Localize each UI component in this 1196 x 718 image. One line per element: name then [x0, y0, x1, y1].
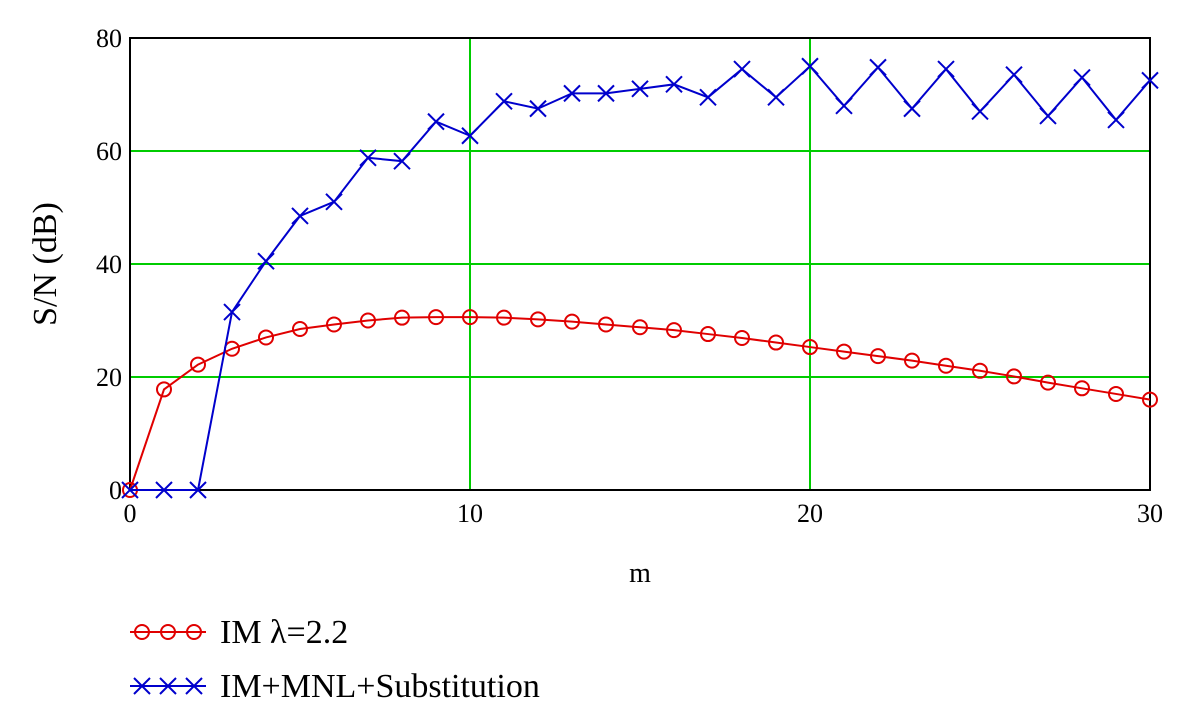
- data-point: [631, 80, 649, 98]
- data-point: [597, 84, 615, 103]
- tick-labels: 0 10 20 30 0 20 40 60 80: [96, 24, 1163, 528]
- data-point: [734, 330, 750, 347]
- data-point: [495, 92, 513, 110]
- data-point: [564, 313, 580, 330]
- legend-marker: [133, 677, 151, 695]
- data-point: [1006, 368, 1022, 385]
- data-point: [938, 357, 954, 374]
- data-point: [937, 60, 955, 78]
- x-axis-label: m: [629, 558, 651, 589]
- legend-marker: [159, 677, 177, 695]
- data-point: [700, 326, 716, 343]
- data-point: [258, 329, 274, 346]
- data-point: [462, 309, 478, 326]
- data-point: [529, 99, 547, 118]
- x-tick-label: 30: [1137, 499, 1163, 528]
- y-tick-label: 60: [96, 137, 122, 166]
- data-point: [360, 312, 376, 329]
- data-point: [665, 75, 683, 94]
- data-point: [428, 309, 444, 326]
- legend-item-1: IM+MNL+Substitution: [130, 668, 540, 705]
- data-point: [427, 112, 445, 131]
- data-point: [563, 84, 581, 103]
- series-1: [121, 57, 1159, 499]
- data-point: [836, 343, 852, 360]
- legend-marker: [134, 624, 150, 640]
- data-point: [733, 60, 751, 78]
- grid-lines: [130, 38, 1150, 490]
- data-point: [155, 481, 173, 499]
- x-tick-label: 0: [124, 499, 137, 528]
- data-point: [870, 348, 886, 365]
- data-point: [1142, 391, 1158, 408]
- data-point: [530, 311, 546, 328]
- data-point: [461, 127, 479, 145]
- y-tick-label: 80: [96, 24, 122, 53]
- legend-label: IM+MNL+Substitution: [220, 668, 540, 705]
- data-point: [835, 97, 853, 115]
- data-point: [632, 319, 648, 336]
- data-point: [156, 381, 172, 398]
- data-point: [1039, 107, 1057, 125]
- data-point: [972, 362, 988, 379]
- data-point: [359, 149, 377, 167]
- data-point: [223, 303, 241, 321]
- data-point: [1107, 111, 1125, 129]
- series-layer: [121, 57, 1159, 499]
- series-line-1: [130, 64, 1151, 491]
- data-point: [801, 57, 819, 75]
- legend-marker: [160, 624, 176, 640]
- legend-marker: [186, 624, 202, 640]
- data-point: [767, 88, 785, 107]
- data-point: [292, 320, 308, 337]
- series-0: [122, 309, 1158, 498]
- data-point: [1074, 380, 1090, 397]
- y-tick-label: 0: [109, 476, 122, 505]
- data-point: [869, 58, 887, 77]
- y-axis-label: S/N (dB): [27, 202, 64, 326]
- data-point: [394, 309, 410, 326]
- data-point: [326, 316, 342, 333]
- y-tick-label: 40: [96, 250, 122, 279]
- data-point: [1073, 68, 1091, 87]
- data-point: [496, 309, 512, 326]
- legend-item-0: IM λ=2.2: [130, 614, 348, 651]
- data-point: [291, 207, 309, 225]
- x-tick-label: 10: [457, 499, 483, 528]
- data-point: [1005, 66, 1023, 84]
- series-line-0: [129, 316, 1151, 491]
- legend: IM λ=2.2 IM+MNL+Substitution: [130, 614, 540, 705]
- data-point: [1141, 71, 1159, 90]
- data-point: [325, 193, 343, 211]
- data-point: [699, 88, 717, 107]
- legend-label: IM λ=2.2: [220, 614, 348, 651]
- legend-marker: [185, 677, 203, 695]
- data-point: [903, 99, 921, 118]
- data-point: [598, 316, 614, 333]
- y-tick-label: 20: [96, 363, 122, 392]
- data-point: [1040, 374, 1056, 391]
- data-point: [971, 102, 989, 121]
- data-point: [802, 339, 818, 356]
- data-point: [768, 334, 784, 351]
- x-tick-label: 20: [797, 499, 823, 528]
- data-point: [393, 152, 411, 170]
- data-point: [904, 352, 920, 369]
- data-point: [190, 356, 206, 373]
- data-point: [1108, 385, 1124, 402]
- data-point: [189, 481, 207, 499]
- data-point: [257, 252, 275, 270]
- data-point: [121, 481, 139, 499]
- plot-frame: [129, 37, 1151, 491]
- data-point: [666, 322, 682, 339]
